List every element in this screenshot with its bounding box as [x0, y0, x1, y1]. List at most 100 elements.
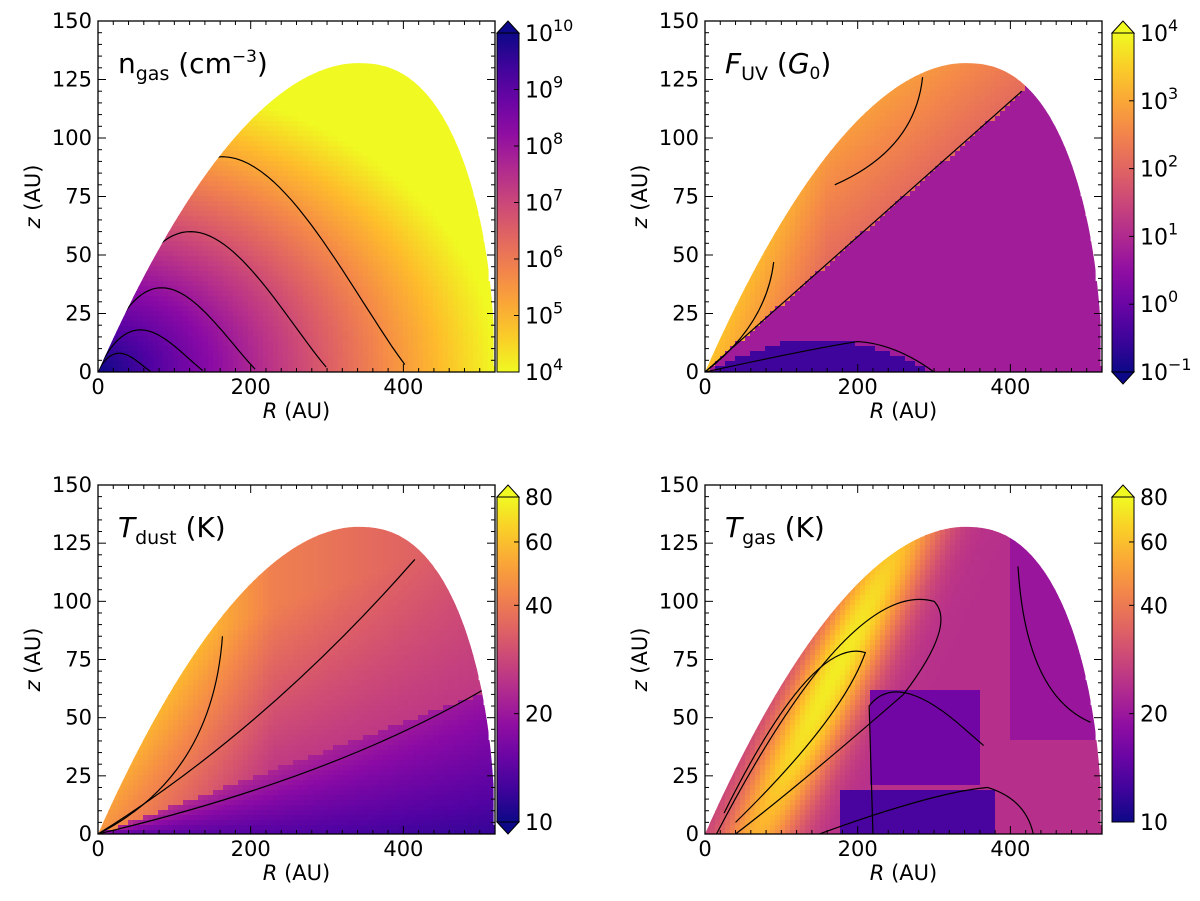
colorbar-extend-bottom — [1110, 371, 1136, 385]
colorbar-tick-label: 107 — [525, 186, 563, 217]
density-contour — [98, 352, 151, 372]
heatmap-tgas — [705, 526, 1102, 834]
colorbar-tick-label: 10 — [1140, 811, 1168, 836]
heatmap-tdust — [98, 526, 495, 834]
panel-label: Tgas (K) — [725, 511, 825, 549]
y-tick-label: 150 — [52, 9, 92, 33]
tgas-contour — [723, 650, 867, 823]
y-tick-label: 50 — [65, 706, 92, 730]
y-tick-label: 0 — [79, 360, 92, 384]
y-tick-label: 50 — [65, 243, 92, 267]
y-tick-label: 50 — [672, 243, 699, 267]
colorbar-tick-label: 80 — [1140, 486, 1168, 511]
colorbar-tick-label: 40 — [1140, 594, 1168, 619]
y-tick-label: 25 — [65, 764, 92, 788]
colorbar-tick-label: 60 — [1140, 531, 1168, 556]
minor-ticks — [704, 20, 1103, 373]
x-tick-label: 0 — [91, 375, 104, 399]
panel-tgas: 0 200 400 0 25 50 75 100 125 150 R (AU) z (AU) Tgas … — [628, 473, 1103, 885]
colorbar-gradient — [1111, 32, 1135, 373]
x-axis-title: R (AU) — [263, 861, 330, 885]
y-axis-title: z (AU) — [628, 628, 652, 693]
x-tick-label: 200 — [838, 375, 878, 399]
contours-tgas — [715, 566, 1091, 834]
y-tick-label: 150 — [659, 473, 699, 497]
y-tick-label: 25 — [672, 302, 699, 326]
panel-label: Tdust (K) — [118, 511, 226, 549]
tgas-contour — [819, 786, 1034, 834]
y-axis-title: z (AU) — [21, 628, 45, 693]
colorbar-tick-label: 108 — [525, 129, 563, 160]
y-axis-title: z (AU) — [21, 165, 45, 230]
y-tick-label: 100 — [659, 126, 699, 150]
uv-inner-contour — [705, 340, 935, 372]
x-tick-label: 0 — [91, 837, 104, 861]
tdust-contour — [98, 636, 224, 834]
y-tick-label: 125 — [52, 531, 92, 555]
colorbar-extend-top — [1110, 20, 1136, 34]
x-tick-label: 200 — [231, 375, 271, 399]
colorbar-tick-label: 103 — [1140, 84, 1178, 115]
y-tick-label: 100 — [52, 126, 92, 150]
colorbar-tick-label: 10−1 — [1140, 355, 1192, 386]
colorbar-fuv: 10−1 100 101 102 103 104 — [1110, 16, 1192, 386]
minor-ticks — [97, 484, 496, 835]
density-contour — [98, 329, 204, 372]
x-tick-label: 400 — [383, 837, 423, 861]
colorbar-tick-label: 20 — [525, 703, 553, 728]
y-tick-label: 0 — [686, 822, 699, 846]
y-tick-label: 150 — [659, 9, 699, 33]
colorbar-tdust: 10 20 40 60 80 — [495, 484, 553, 836]
y-tick-label: 25 — [672, 764, 699, 788]
tdust-contour — [98, 682, 495, 834]
heatmap-fuv — [705, 63, 1102, 372]
x-axis-title: R (AU) — [870, 861, 937, 885]
x-tick-label: 400 — [990, 837, 1030, 861]
y-tick-label: 75 — [672, 648, 699, 672]
y-tick-label: 125 — [659, 531, 699, 555]
uv-surface-contour — [705, 90, 1023, 372]
y-tick-label: 50 — [672, 706, 699, 730]
colorbar-tick-label: 106 — [525, 242, 563, 273]
colorbar-tick-label: 100 — [1140, 287, 1178, 318]
colorbar-tick-label: 1010 — [525, 16, 573, 47]
y-tick-label: 0 — [686, 360, 699, 384]
tgas-contour — [1017, 566, 1091, 723]
colorbar-tick-label: 105 — [525, 299, 563, 330]
colorbar-extend-top — [495, 484, 521, 498]
heatmap-ngas — [98, 63, 495, 372]
y-tick-label: 25 — [65, 302, 92, 326]
y-tick-label: 75 — [65, 648, 92, 672]
colorbar-tick-label: 80 — [525, 486, 553, 511]
x-tick-label: 0 — [698, 375, 711, 399]
y-tick-label: 125 — [52, 68, 92, 92]
minor-ticks — [97, 20, 496, 373]
panel-fuv: 0 200 400 0 25 50 75 100 125 150 R (AU) z (AU) FUV (… — [628, 9, 1103, 423]
x-tick-label: 200 — [838, 837, 878, 861]
colorbar-tick-label: 10 — [525, 811, 553, 836]
colorbar-tick-label: 109 — [525, 73, 563, 104]
minor-ticks — [704, 484, 1103, 835]
tdust-contour — [98, 559, 416, 834]
colorbar-extend-bottom — [495, 821, 521, 835]
y-tick-label: 150 — [52, 473, 92, 497]
tgas-contour — [715, 598, 942, 834]
y-tick-label: 100 — [659, 589, 699, 613]
colorbar-tick-label: 20 — [1140, 703, 1168, 728]
y-tick-label: 0 — [79, 822, 92, 846]
x-tick-label: 400 — [990, 375, 1030, 399]
x-tick-label: 200 — [231, 837, 271, 861]
x-tick-label: 0 — [698, 837, 711, 861]
colorbar-gradient — [1111, 496, 1135, 823]
y-tick-label: 100 — [52, 589, 92, 613]
y-tick-label: 125 — [659, 68, 699, 92]
uv-contour — [705, 77, 924, 372]
y-axis-title: z (AU) — [628, 165, 652, 230]
panel-label: FUV (G0) — [725, 47, 831, 85]
colorbar-ngas: 104 105 106 107 108 109 1010 — [495, 16, 573, 386]
colorbar-tick-label: 104 — [1140, 16, 1178, 47]
colorbar-tgas: 10 20 40 60 80 — [1110, 484, 1168, 836]
x-axis-title: R (AU) — [263, 399, 330, 423]
colorbar-gradient — [496, 496, 520, 823]
panel-tdust: 0 200 400 0 25 50 75 100 125 150 R (AU) z (AU) Tdust… — [21, 473, 496, 885]
